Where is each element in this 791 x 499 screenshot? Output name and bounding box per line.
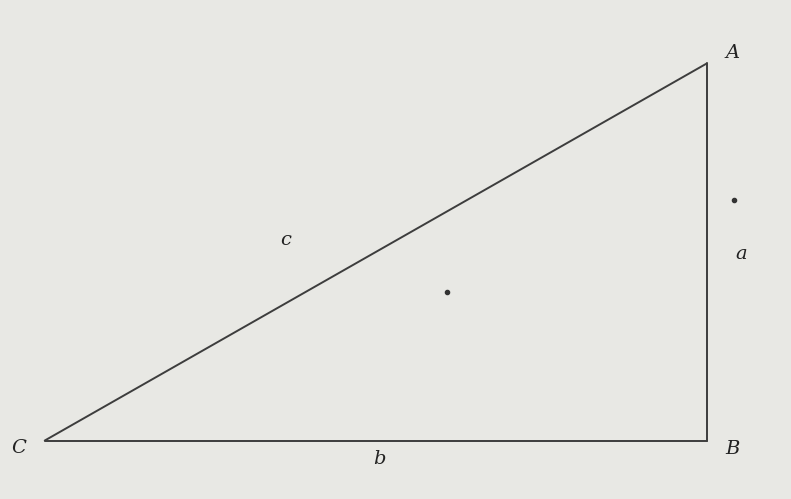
Text: b: b (373, 451, 386, 469)
Text: a: a (735, 246, 747, 263)
Text: A: A (726, 44, 740, 62)
Text: B: B (725, 440, 740, 458)
Text: c: c (280, 231, 290, 249)
Text: C: C (11, 439, 26, 457)
